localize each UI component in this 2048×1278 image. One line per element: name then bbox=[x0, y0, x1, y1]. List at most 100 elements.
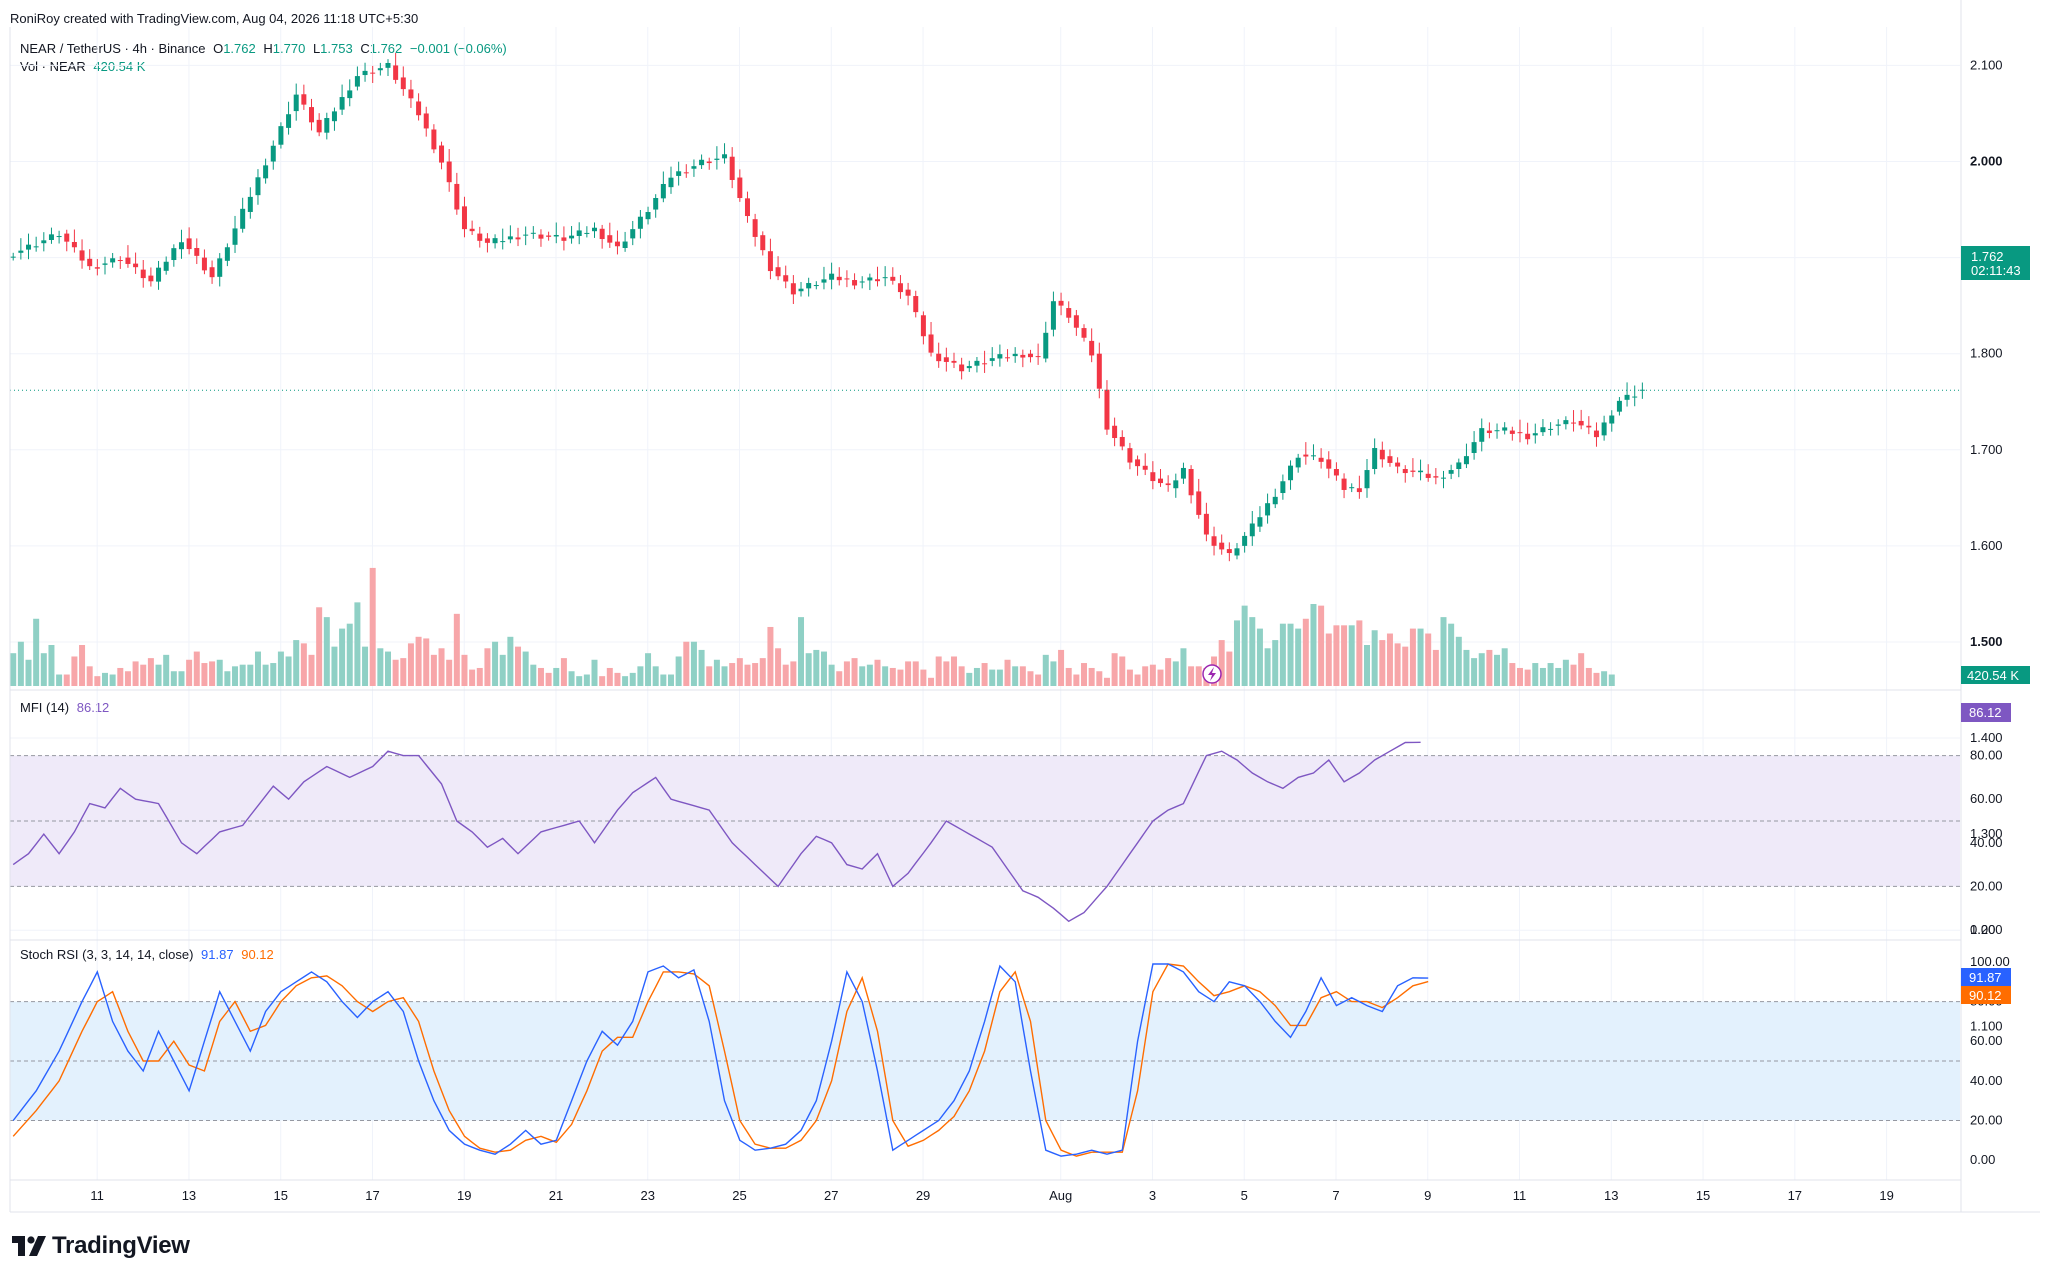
volume-bar bbox=[1256, 628, 1263, 686]
x-tick-label: 13 bbox=[182, 1188, 196, 1203]
volume-bar bbox=[1356, 620, 1363, 686]
candle-body bbox=[400, 77, 406, 90]
price-tick-label: 2.100 bbox=[1970, 57, 2003, 72]
volume-bar bbox=[1226, 651, 1233, 686]
candle-body bbox=[1349, 487, 1355, 489]
volume-bar bbox=[614, 672, 621, 686]
candle-body bbox=[1096, 353, 1102, 389]
candle-body bbox=[1502, 427, 1508, 431]
candle-body bbox=[1532, 433, 1538, 436]
volume-bar bbox=[1486, 649, 1493, 686]
candle-body bbox=[1540, 427, 1546, 433]
volume-bar bbox=[1126, 669, 1133, 686]
candle-body bbox=[1073, 315, 1079, 328]
volume-bar bbox=[270, 663, 277, 686]
volume-bar bbox=[461, 654, 468, 686]
candle-body bbox=[1173, 480, 1179, 489]
volume-bar bbox=[25, 659, 32, 686]
candle-body bbox=[1402, 469, 1408, 474]
candle-body bbox=[301, 94, 307, 105]
lightning-icon[interactable] bbox=[1202, 664, 1222, 684]
candle-body bbox=[232, 228, 238, 245]
candle-body bbox=[1318, 457, 1324, 462]
volume-bar bbox=[1570, 664, 1577, 686]
volume-bar bbox=[170, 671, 177, 686]
candle-body bbox=[645, 212, 651, 220]
volume-bar bbox=[729, 663, 736, 686]
volume-bar bbox=[1035, 674, 1042, 686]
x-tick-label: 17 bbox=[1788, 1188, 1802, 1203]
candle-body bbox=[156, 267, 162, 282]
candle-body bbox=[699, 159, 705, 166]
candle-body bbox=[767, 251, 773, 272]
tradingview-logo-icon bbox=[12, 1236, 46, 1256]
mfi-tick-label: 40.00 bbox=[1970, 835, 2003, 850]
volume-bar bbox=[1440, 617, 1447, 686]
volume-bar bbox=[1279, 623, 1286, 686]
volume-bar bbox=[645, 653, 652, 686]
candle-body bbox=[331, 111, 337, 122]
x-tick-label: 9 bbox=[1424, 1188, 1431, 1203]
candle-body bbox=[125, 257, 131, 264]
volume-bar bbox=[1593, 672, 1600, 686]
candle-body bbox=[1081, 328, 1087, 338]
symbol-title: NEAR / TetherUS · 4h · Binance bbox=[20, 41, 206, 56]
candle-body bbox=[859, 281, 865, 283]
candle-body bbox=[1226, 549, 1232, 554]
price-tick-label: 1.200 bbox=[1970, 922, 2003, 937]
stoch-tick-label: 20.00 bbox=[1970, 1112, 2003, 1127]
candle-body bbox=[201, 257, 207, 271]
candle-body bbox=[1456, 462, 1462, 469]
volume-bar bbox=[629, 672, 636, 686]
x-tick-label: 15 bbox=[1696, 1188, 1710, 1203]
candle-body bbox=[744, 198, 750, 217]
candle-body bbox=[209, 267, 215, 278]
volume-bar bbox=[1241, 605, 1248, 686]
volume-bar bbox=[178, 671, 185, 686]
candle-body bbox=[928, 334, 934, 353]
volume-bar bbox=[1073, 674, 1080, 686]
stoch-d-badge bbox=[1961, 986, 2011, 1004]
mfi-legend: MFI (14) 86.12 bbox=[20, 700, 113, 715]
volume-bar bbox=[843, 661, 850, 686]
volume-bar bbox=[492, 641, 499, 686]
candle-body bbox=[163, 261, 169, 271]
symbol-legend: NEAR / TetherUS · 4h · Binance O1.762 H1… bbox=[20, 41, 511, 56]
volume-bar bbox=[316, 607, 323, 686]
candle-body bbox=[1601, 422, 1607, 436]
candle-body bbox=[982, 363, 988, 365]
volume-bar bbox=[1065, 667, 1072, 686]
volume-bar bbox=[79, 645, 86, 686]
volume-bar bbox=[583, 674, 590, 686]
candle-body bbox=[813, 285, 819, 287]
volume-bar bbox=[606, 667, 613, 686]
candle-body bbox=[477, 233, 483, 241]
candle-body bbox=[423, 113, 429, 129]
volume-bar bbox=[537, 667, 544, 686]
stoch-legend: Stoch RSI (3, 3, 14, 14, close) 91.87 90… bbox=[20, 947, 278, 962]
candle-body bbox=[286, 114, 292, 128]
candle-body bbox=[255, 177, 261, 196]
trading-chart[interactable]: 11 13 15 17 19 21 23 25 27 29 Aug 3 5 7 9 11 13 15 17 19 2.1… bbox=[0, 0, 2048, 1220]
candle-body bbox=[431, 129, 437, 150]
volume-bar bbox=[285, 656, 292, 686]
candle-body bbox=[599, 228, 605, 240]
price-tick-label: 1.700 bbox=[1970, 442, 2003, 457]
candle-body bbox=[461, 206, 467, 230]
volume-bar bbox=[1601, 671, 1608, 686]
tradingview-logo[interactable]: TradingView bbox=[12, 1232, 190, 1260]
candle-body bbox=[1165, 483, 1171, 486]
candle-body bbox=[1486, 430, 1492, 434]
x-tick-label: 11 bbox=[1513, 1188, 1527, 1203]
volume-bar bbox=[323, 617, 330, 686]
candle-body bbox=[1265, 503, 1271, 516]
volume-bar bbox=[1471, 658, 1478, 686]
candle-body bbox=[79, 250, 85, 261]
candle-body bbox=[729, 156, 735, 180]
volume-bar bbox=[889, 667, 896, 686]
volume-bar bbox=[859, 666, 866, 686]
volume-bar bbox=[1425, 633, 1432, 686]
candle-body bbox=[1333, 469, 1339, 476]
x-tick-label: 3 bbox=[1149, 1188, 1156, 1203]
candle-body bbox=[240, 208, 246, 229]
